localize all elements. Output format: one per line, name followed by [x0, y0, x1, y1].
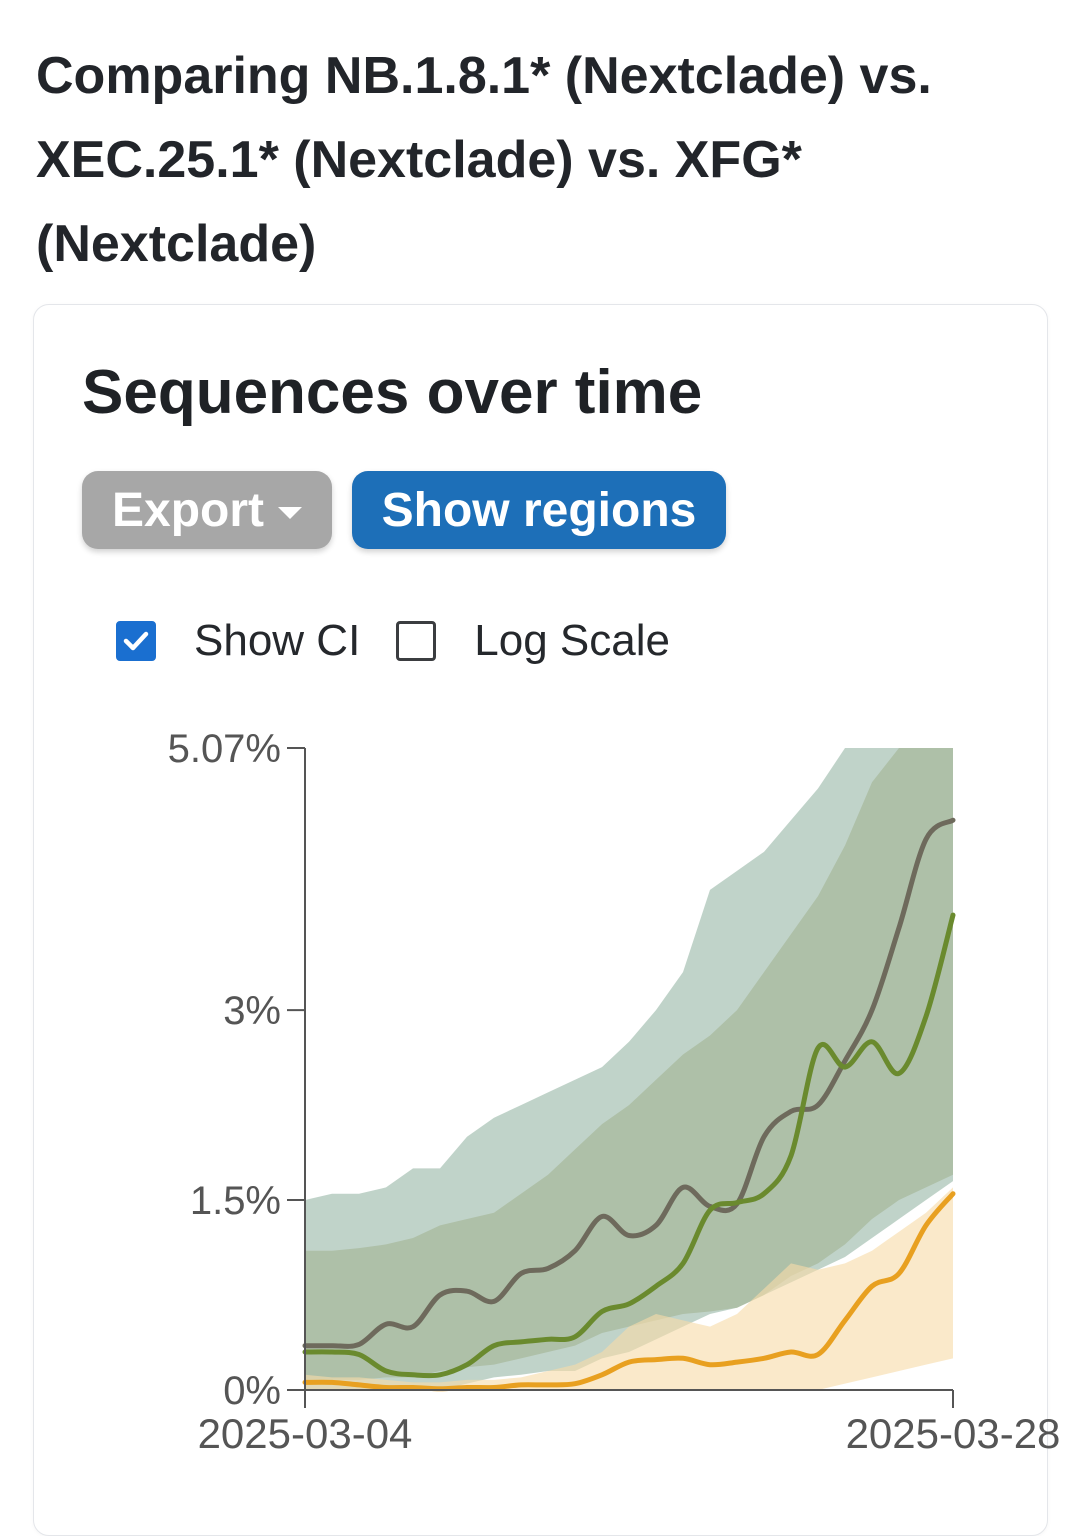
y-tick-label: 3% [223, 989, 281, 1033]
x-tick-label: 2025-03-28 [846, 1410, 1061, 1457]
x-tick-label: 2025-03-04 [198, 1410, 413, 1457]
y-tick-label: 5.07% [168, 727, 281, 771]
ci-bands [305, 748, 953, 1390]
y-tick-label: 1.5% [190, 1179, 281, 1223]
y-tick-label: 0% [223, 1369, 281, 1413]
